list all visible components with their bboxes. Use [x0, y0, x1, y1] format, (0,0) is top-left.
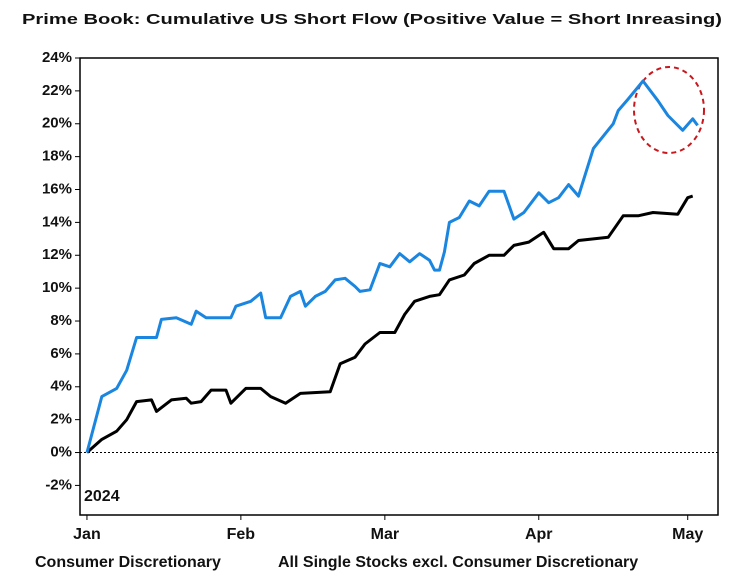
y-tick-label: 0% [50, 444, 72, 461]
y-tick-label: 4% [50, 378, 72, 395]
y-tick-label: -2% [45, 476, 72, 493]
x-tick-label: Mar [371, 526, 399, 543]
y-tick-label: 8% [50, 312, 72, 329]
y-tick-label: 2% [50, 411, 72, 428]
legend-label: All Single Stocks excl. Consumer Discret… [278, 554, 638, 571]
x-tick-label: May [672, 526, 703, 543]
x-tick-label: Jan [73, 526, 101, 543]
y-tick-label: 20% [42, 115, 72, 132]
y-tick-label: 16% [42, 180, 72, 197]
year-label: 2024 [84, 488, 120, 505]
y-tick-label: 24% [42, 49, 72, 66]
chart-title: Prime Book: Cumulative US Short Flow (Po… [22, 11, 722, 28]
plot-frame [79, 57, 719, 516]
y-tick-label: 10% [42, 279, 72, 296]
legend-label: Consumer Discretionary [35, 554, 221, 571]
x-tick-label: Feb [227, 526, 256, 543]
series-line [85, 79, 699, 453]
highlight-circle [633, 66, 705, 154]
y-tick-label: 14% [42, 213, 72, 230]
series-line [86, 194, 694, 454]
y-tick-label: 6% [50, 345, 72, 362]
y-tick-label: 12% [42, 246, 72, 263]
y-tick-label: 18% [42, 148, 72, 165]
x-tick-label: Apr [525, 526, 553, 543]
y-tick-label: 22% [42, 82, 72, 99]
